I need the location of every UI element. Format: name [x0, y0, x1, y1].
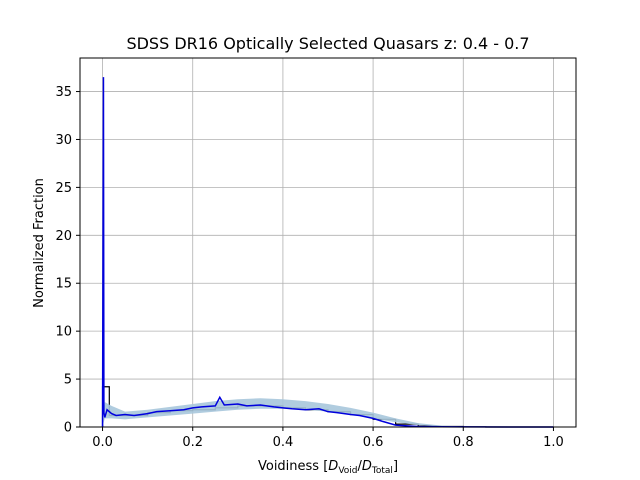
y-axis-label: Normalized Fraction	[32, 178, 47, 308]
y-tick-label-0: 0	[64, 421, 72, 436]
y-tick-label-6: 30	[55, 133, 72, 148]
series-line	[101, 77, 554, 428]
plot-frame	[79, 57, 577, 428]
y-tick-label-3: 15	[55, 277, 72, 292]
chart-title: SDSS DR16 Optically Selected Quasars z: …	[126, 34, 529, 53]
x-tick-label-5: 1.0	[543, 435, 564, 450]
y-tick-label-4: 20	[55, 229, 72, 244]
y-tick-label-1: 5	[64, 373, 72, 388]
confidence-band	[102, 398, 554, 427]
plot-data	[101, 77, 554, 428]
x-tick-label-1: 0.2	[182, 435, 203, 450]
y-tick-label-2: 10	[55, 325, 72, 340]
grid	[80, 58, 576, 428]
x-axis-label: Voidiness [DVoid/DTotal]	[258, 459, 398, 476]
x-tick-label-4: 0.8	[453, 435, 474, 450]
x-tick-label-3: 0.6	[363, 435, 384, 450]
y-tick-label-7: 35	[55, 85, 72, 100]
y-tick-label-5: 25	[55, 181, 72, 196]
x-tick-label-0: 0.0	[92, 435, 113, 450]
axis-ticks: 0.0 0.2 0.4 0.6 0.8 1.0 0 5 10 15 20 25 30 35	[55, 85, 563, 450]
x-tick-label-2: 0.4	[273, 435, 294, 450]
